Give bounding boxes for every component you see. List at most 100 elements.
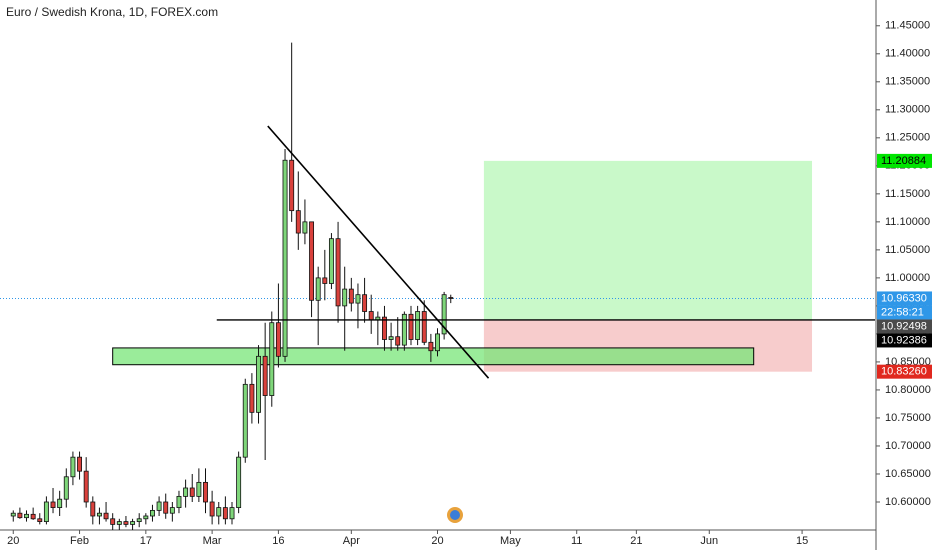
candle-body — [355, 294, 361, 304]
y-tick-label: 10.70000 — [885, 440, 931, 452]
candle-body — [249, 383, 255, 413]
candle-body — [328, 238, 334, 284]
candle-body — [163, 501, 169, 514]
price-label-bg — [877, 305, 932, 320]
price-label-bg — [877, 291, 932, 306]
y-tick-label: 11.25000 — [885, 132, 930, 144]
candle-body — [441, 294, 447, 335]
events-icon[interactable] — [447, 507, 463, 523]
price-label: 10.92386 — [881, 334, 927, 346]
price-label: 10.83260 — [881, 366, 927, 378]
price-label-bg — [877, 333, 932, 348]
candle-body — [428, 341, 434, 352]
candle-body — [196, 481, 202, 497]
candle-body — [256, 355, 261, 413]
candle-body — [362, 294, 368, 312]
candle-body — [448, 297, 454, 299]
candle-body — [30, 513, 36, 520]
y-tick-label: 11.10000 — [885, 216, 930, 228]
candle-body — [408, 313, 414, 340]
y-tick-label: 10.80000 — [885, 384, 931, 396]
candle-body — [90, 501, 96, 517]
candle-body — [236, 456, 242, 508]
candle-body — [295, 210, 301, 234]
x-tick-label: 21 — [630, 535, 642, 547]
candle-body — [229, 507, 235, 520]
candle-body — [401, 313, 407, 346]
candle-body — [43, 501, 49, 522]
candle-body — [289, 159, 295, 212]
candle-body — [335, 238, 341, 307]
price-label: 10.92498 — [881, 320, 927, 332]
candle-body — [242, 383, 248, 458]
candle-body — [156, 501, 162, 511]
candle-body — [415, 311, 421, 340]
event-icon-fg[interactable] — [450, 510, 460, 520]
price-label: 22:58:21 — [881, 306, 924, 318]
candle-body — [63, 476, 69, 500]
y-tick-label: 10.60000 — [885, 496, 931, 508]
y-tick-label: 10.65000 — [885, 468, 931, 480]
candle-body — [37, 518, 43, 522]
x-tick-label: 15 — [796, 535, 808, 547]
candle-body — [421, 311, 427, 343]
x-tick-label: 11 — [571, 535, 582, 547]
candle-body — [216, 507, 222, 517]
price-label-bg — [877, 319, 932, 334]
x-tick-label: Jun — [700, 535, 718, 547]
candle-body — [130, 521, 136, 525]
candle-body — [110, 518, 116, 525]
x-tick-label: May — [500, 535, 521, 547]
candle-body — [282, 159, 288, 357]
x-tick-label: Feb — [70, 535, 89, 547]
candle-body — [342, 288, 348, 307]
candle-body — [382, 316, 387, 340]
chart-title: Euro / Swedish Krona, 1D, FOREX.com — [6, 5, 218, 19]
candle-body — [169, 507, 175, 514]
candle-body — [103, 512, 109, 520]
y-tick-label: 11.30000 — [885, 104, 930, 116]
candle-body — [150, 509, 155, 517]
y-tick-label: 11.40000 — [885, 48, 930, 60]
x-tick-label: 20 — [431, 535, 443, 547]
candle-body — [348, 288, 354, 304]
x-tick-label: 16 — [272, 535, 284, 547]
x-tick-label: 20 — [7, 535, 19, 547]
target-area — [483, 160, 813, 320]
candle-body — [70, 456, 76, 478]
candle-body — [183, 487, 189, 497]
candle-body — [96, 512, 102, 517]
candle-body — [83, 470, 89, 503]
candle-body — [322, 277, 328, 284]
candle-body — [368, 311, 374, 321]
candle-body — [275, 322, 281, 357]
price-label-bg — [877, 364, 932, 379]
y-tick-label: 11.45000 — [885, 20, 930, 32]
candle-body — [262, 355, 268, 396]
candle-body — [315, 277, 321, 301]
candle-body — [176, 495, 182, 508]
candle-body — [50, 501, 56, 508]
price-label: 11.20884 — [881, 155, 926, 167]
price-label-bg — [877, 153, 932, 168]
candle-body — [189, 487, 195, 497]
candle-body — [395, 336, 401, 346]
candle-body — [77, 456, 83, 472]
candle-body — [24, 513, 29, 519]
candle-body — [136, 518, 142, 522]
x-tick-label: Apr — [343, 535, 360, 547]
price-label: 10.96330 — [881, 292, 927, 304]
candle-body — [435, 333, 440, 352]
trendline — [267, 125, 490, 379]
candle-body — [209, 501, 215, 517]
y-tick-label: 11.15000 — [885, 188, 930, 200]
y-tick-label: 11.00000 — [885, 272, 930, 284]
candle-body — [17, 512, 23, 519]
candle-body — [302, 221, 308, 234]
y-tick-label: 11.05000 — [885, 244, 930, 256]
x-tick-label: Mar — [203, 535, 222, 547]
candle-body — [388, 336, 394, 340]
candle-body — [123, 521, 129, 525]
